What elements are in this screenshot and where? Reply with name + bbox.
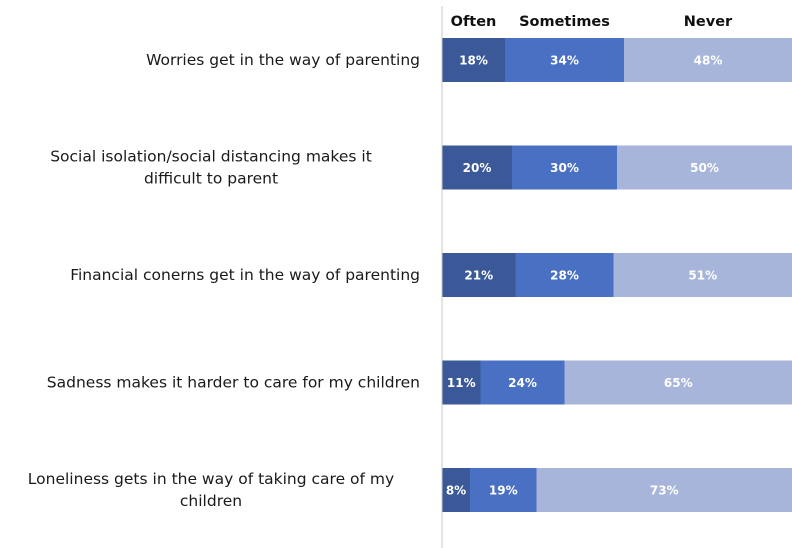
bar-row: 11% 24% 65% [442, 360, 792, 405]
bar-segment-often [442, 145, 512, 190]
value-label: 18% [459, 54, 488, 68]
value-label: 8% [446, 484, 466, 498]
legend-label-often: Often [451, 14, 497, 30]
category-label-line: difficult to parent [144, 170, 278, 188]
bar-row: 20% 30% 50% [442, 145, 792, 190]
bar-segment-sometimes [505, 38, 624, 82]
value-label: 65% [664, 376, 693, 390]
value-label: 24% [508, 376, 537, 390]
category-label-line: children [180, 492, 242, 510]
category-label-line: Loneliness gets in the way of taking car… [28, 470, 394, 488]
value-label: 48% [694, 54, 723, 68]
bar-segment-sometimes [480, 360, 565, 405]
bar-row: 8% 19% 73% [442, 468, 792, 512]
value-label: 20% [463, 161, 492, 175]
bar-segment-never [617, 145, 792, 190]
category-label-line: Financial conerns get in the way of pare… [70, 266, 420, 284]
value-label: 28% [550, 269, 579, 283]
category-label: Social isolation/social distancing makes… [50, 148, 372, 188]
value-label: 50% [690, 161, 719, 175]
bar-segment-never [613, 253, 792, 297]
bar-segment-often [442, 38, 505, 82]
category-label-line: Worries get in the way of parenting [146, 51, 420, 69]
category-label: Loneliness gets in the way of taking car… [28, 470, 394, 510]
bar-segment-never [536, 468, 792, 512]
value-label: 34% [550, 54, 579, 68]
value-label: 19% [489, 484, 518, 498]
legend-label-never: Never [684, 14, 733, 30]
legend: Often Sometimes Never [451, 14, 733, 30]
value-label: 51% [688, 269, 717, 283]
bar-segment-often [442, 468, 470, 512]
value-label: 73% [650, 484, 679, 498]
bar-segment-sometimes [512, 145, 617, 190]
category-label-line: Social isolation/social distancing makes… [50, 148, 372, 166]
category-label: Worries get in the way of parenting [146, 51, 420, 69]
bars: 18% 34% 48% 20% 30% 50% 21% 28% 51% 11% 24% 65% 8% 19… [442, 38, 792, 512]
category-label: Sadness makes it harder to care for my c… [47, 374, 420, 392]
bar-segment-often [442, 360, 481, 405]
category-label: Financial conerns get in the way of pare… [70, 266, 420, 284]
bar-row: 18% 34% 48% [442, 38, 792, 82]
value-label: 30% [550, 161, 579, 175]
category-labels: Worries get in the way of parenting Socia… [28, 51, 420, 510]
bar-segment-sometimes [515, 253, 614, 297]
value-label: 21% [464, 269, 493, 283]
bar-row: 21% 28% 51% [442, 253, 792, 297]
bar-segment-often [442, 253, 516, 297]
bar-segment-sometimes [470, 468, 537, 512]
category-label-line: Sadness makes it harder to care for my c… [47, 374, 420, 392]
value-label: 11% [447, 376, 476, 390]
legend-label-sometimes: Sometimes [519, 14, 610, 30]
bar-segment-never [564, 360, 792, 405]
bar-segment-never [624, 38, 792, 82]
